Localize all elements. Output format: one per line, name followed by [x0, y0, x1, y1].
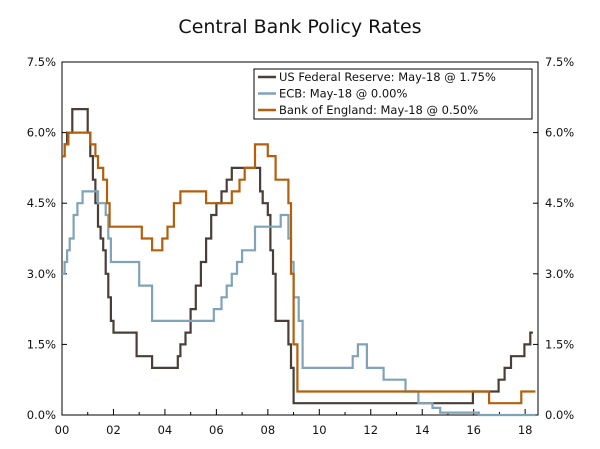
axis-ticks: 0.0% 0.0% 1.5% 1.5% 3.0% 3.0% 4.5% 4.5% 6.0% 6.0%…: [27, 55, 575, 437]
series-line-1: [62, 190, 536, 417]
series-line-0: [62, 108, 533, 405]
legend-label-2: Bank of England: May-18 @ 0.50%: [279, 103, 478, 117]
plot-area: [61, 61, 539, 416]
legend-box: [253, 68, 533, 120]
x-tick-label: 12: [363, 423, 378, 437]
x-tick-label: 08: [261, 423, 276, 437]
legend-label-1: ECB: May-18 @ 0.00%: [279, 87, 407, 101]
x-tick-label: 18: [518, 423, 533, 437]
y-tick-label-right: 1.5%: [545, 337, 574, 351]
y-tick-label-left: 6.0%: [27, 126, 56, 140]
x-tick-label: 10: [312, 423, 327, 437]
y-tick-label-left: 7.5%: [27, 55, 56, 69]
series-lines: [62, 108, 536, 417]
x-tick-label: 06: [209, 423, 224, 437]
legend-label-0: US Federal Reserve: May-18 @ 1.75%: [279, 70, 496, 84]
chart-title: Central Bank Policy Rates: [178, 16, 421, 38]
y-tick-label-right: 4.5%: [545, 196, 574, 210]
y-tick-label-left: 0.0%: [27, 408, 56, 422]
x-tick-label: 04: [158, 423, 173, 437]
x-tick-label: 14: [415, 423, 430, 437]
y-tick-label-left: 4.5%: [27, 196, 56, 210]
y-tick-label-right: 7.5%: [545, 55, 574, 69]
x-tick-label: 16: [466, 423, 481, 437]
y-tick-label-right: 6.0%: [545, 126, 574, 140]
x-tick-label: 02: [106, 423, 121, 437]
y-tick-label-right: 3.0%: [545, 267, 574, 281]
legend: US Federal Reserve: May-18 @ 1.75% ECB: M…: [253, 68, 533, 120]
x-tick-label: 00: [55, 423, 70, 437]
series-line-2: [62, 131, 536, 405]
y-tick-label-left: 1.5%: [27, 337, 56, 351]
y-tick-label-left: 3.0%: [27, 267, 56, 281]
y-tick-label-right: 0.0%: [545, 408, 574, 422]
